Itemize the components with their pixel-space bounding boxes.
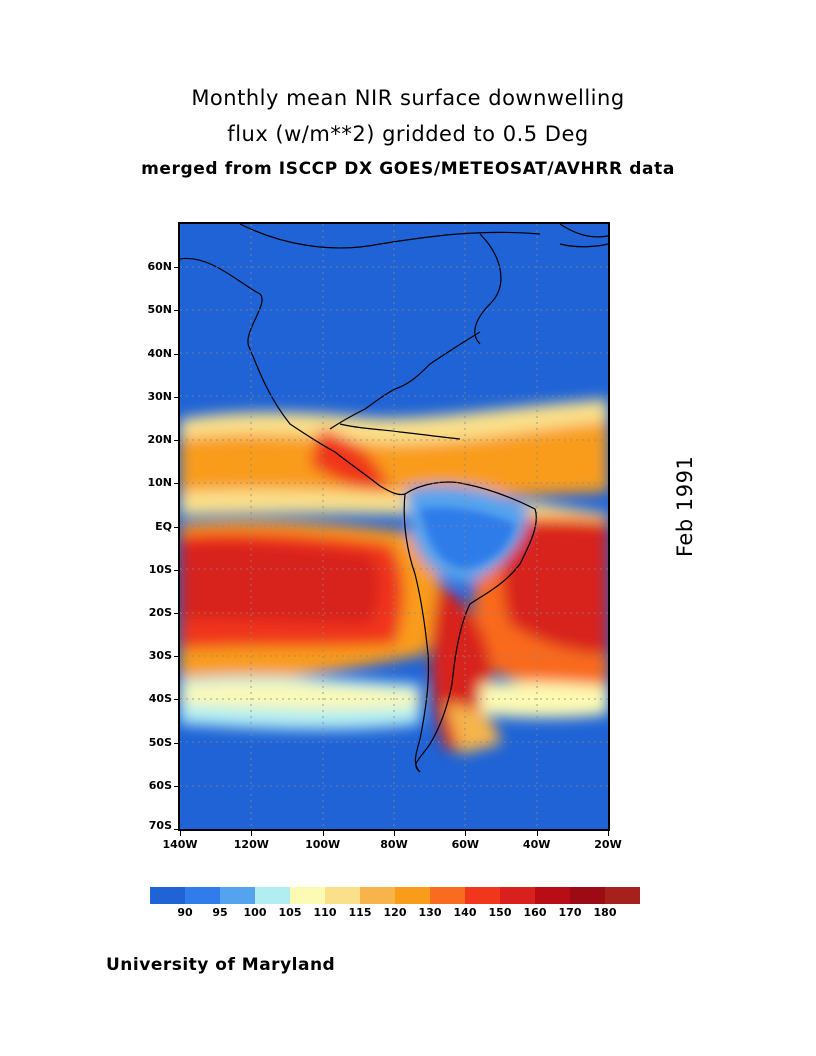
colorbar-label: 160 — [523, 906, 547, 919]
map-plot-area — [178, 222, 610, 831]
flux-map — [180, 224, 608, 829]
lon-label: 20W — [594, 838, 622, 851]
colorbar-swatch — [150, 887, 185, 904]
lat-label: 60S — [148, 778, 172, 792]
colorbar-label: 140 — [453, 906, 477, 919]
lon-tick — [322, 831, 324, 836]
colorbar-label: 90 — [177, 906, 193, 919]
lat-tick — [174, 310, 179, 312]
lat-label: 20S — [148, 605, 172, 619]
lat-tick — [174, 483, 179, 485]
colorbar-swatch — [430, 887, 465, 904]
colorbar-label: 120 — [383, 906, 407, 919]
lon-tick — [536, 831, 538, 836]
colorbar-swatch — [255, 887, 290, 904]
colorbar-label: 170 — [558, 906, 582, 919]
chart-subtitle: merged from ISCCP DX GOES/METEOSAT/AVHRR… — [141, 159, 675, 179]
lat-tick — [174, 396, 179, 398]
colorbar-swatch — [220, 887, 255, 904]
colorbar-label: 180 — [593, 906, 617, 919]
lon-label: 80W — [380, 838, 408, 851]
colorbar-label: 95 — [212, 906, 228, 919]
colorbar-swatch — [290, 887, 325, 904]
lat-label: 30N — [147, 389, 172, 403]
lon-label: 140W — [162, 838, 198, 851]
lat-tick — [174, 785, 179, 787]
lat-label: 40S — [148, 692, 172, 706]
lat-label: 40N — [147, 346, 172, 360]
colorbar-swatch — [500, 887, 535, 904]
lat-label: 50S — [148, 735, 172, 749]
lat-tick — [174, 656, 179, 658]
lat-label: 30S — [148, 649, 172, 663]
date-label: Feb 1991 — [673, 455, 697, 557]
lat-tick — [174, 569, 179, 571]
colorbar-swatch — [395, 887, 430, 904]
flux-field — [180, 399, 608, 754]
lon-tick — [251, 831, 253, 836]
lat-label: 50N — [147, 303, 172, 317]
lon-tick — [394, 831, 395, 836]
lat-tick — [174, 440, 179, 442]
lat-label: EQ — [155, 519, 172, 533]
lon-label: 100W — [305, 838, 341, 851]
lon-label: 40W — [522, 838, 551, 851]
lat-lon-grid — [180, 224, 608, 829]
lat-tick — [174, 526, 179, 528]
colorbar-swatch — [605, 887, 640, 904]
colorbar-swatch — [185, 887, 220, 904]
lat-tick — [174, 699, 179, 701]
footer-institution: University of Maryland — [106, 955, 336, 975]
lat-tick — [174, 742, 179, 744]
lon-tick — [180, 831, 181, 836]
colorbar-swatch — [325, 887, 360, 904]
colorbar-swatch — [570, 887, 605, 904]
colorbar-swatch — [360, 887, 395, 904]
chart-title-line2: flux (w/m**2) gridded to 0.5 Deg — [227, 122, 589, 146]
lat-label: 70S — [148, 819, 172, 832]
chart-title-line1: Monthly mean NIR surface downwelling — [191, 86, 625, 110]
lat-label: 60N — [147, 260, 172, 274]
colorbar-label: 105 — [278, 906, 302, 919]
lat-tick — [174, 829, 179, 830]
colorbar-swatch — [535, 887, 570, 904]
lat-tick — [174, 267, 179, 269]
colorbar-label: 150 — [488, 906, 512, 919]
colorbar-label: 100 — [243, 906, 267, 919]
lat-label: 10S — [148, 562, 172, 576]
coastlines — [180, 224, 608, 773]
lat-tick — [174, 612, 179, 614]
colorbar-swatch — [465, 887, 500, 904]
lat-label: 10N — [147, 476, 172, 490]
colorbar-label: 110 — [313, 906, 337, 919]
lon-label: 60W — [451, 838, 480, 851]
colorbar-label: 130 — [418, 906, 442, 919]
lat-label: 20N — [147, 433, 172, 447]
lon-tick — [465, 831, 467, 836]
lat-tick — [174, 353, 179, 355]
lon-tick — [608, 831, 609, 836]
colorbar — [150, 887, 640, 904]
lon-label: 120W — [233, 838, 269, 851]
colorbar-label: 115 — [348, 906, 372, 919]
